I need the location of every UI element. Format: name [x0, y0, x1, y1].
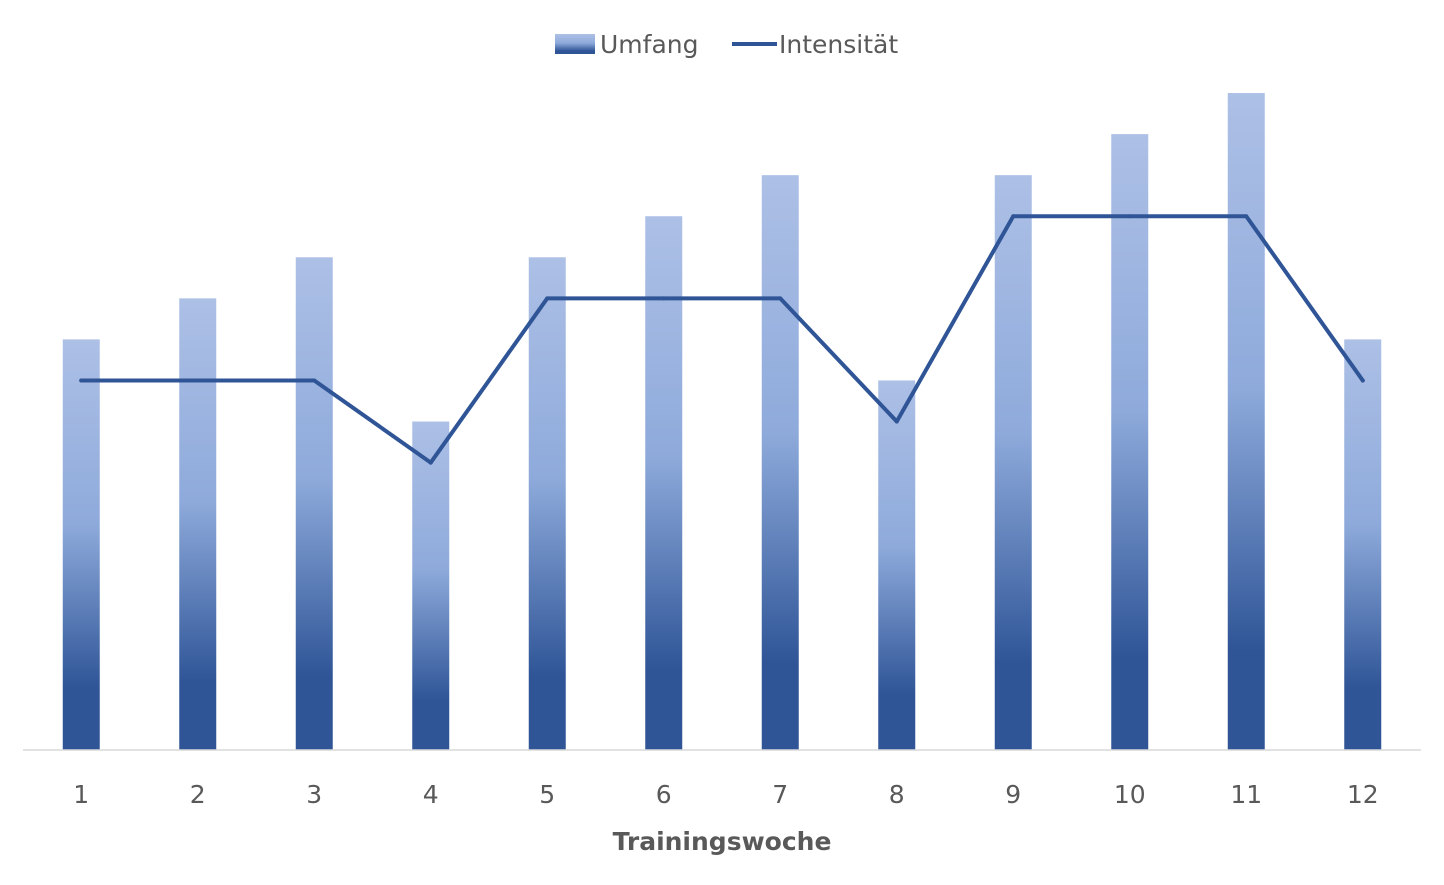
point-intensitaet-week-9 — [1011, 214, 1016, 219]
x-tick-label-8: 8 — [889, 780, 905, 809]
legend: Umfang Intensität — [555, 30, 898, 59]
bar-umfang-week-9 — [994, 175, 1032, 750]
x-tick-label-10: 10 — [1114, 780, 1146, 809]
point-intensitaet-week-4 — [428, 460, 433, 465]
bar-umfang-week-5 — [528, 257, 566, 750]
point-intensitaet-week-7 — [778, 296, 783, 301]
bar-umfang-week-3 — [295, 257, 333, 750]
x-tick-label-9: 9 — [1005, 780, 1021, 809]
x-tick-label-6: 6 — [656, 780, 672, 809]
bar-umfang-week-7 — [761, 175, 799, 750]
x-axis-ticks: 1 2 3 4 5 6 7 8 9 10 11 12 — [73, 780, 1378, 809]
legend-label-bars: Umfang — [600, 30, 699, 59]
point-intensitaet-week-10 — [1127, 214, 1132, 219]
point-intensitaet-week-2 — [195, 378, 200, 383]
bar-umfang-week-8 — [878, 380, 916, 750]
bar-umfang-week-2 — [179, 298, 217, 750]
point-intensitaet-week-11 — [1244, 214, 1249, 219]
point-intensitaet-week-5 — [545, 296, 550, 301]
line-intensitaet — [79, 214, 1365, 465]
point-intensitaet-week-3 — [312, 378, 317, 383]
x-tick-label-4: 4 — [423, 780, 439, 809]
bar-umfang-week-11 — [1227, 93, 1265, 751]
x-axis-title: Trainingswoche — [613, 827, 832, 856]
line-series — [79, 214, 1365, 465]
x-tick-label-3: 3 — [306, 780, 322, 809]
legend-label-line: Intensität — [779, 30, 898, 59]
bar-umfang-week-12 — [1344, 339, 1382, 750]
x-tick-label-1: 1 — [73, 780, 89, 809]
point-intensitaet-week-12 — [1360, 378, 1365, 383]
bar-umfang-week-6 — [645, 216, 683, 751]
bar-umfang-week-1 — [62, 339, 100, 750]
bar-umfang-week-4 — [412, 421, 450, 750]
x-tick-label-5: 5 — [539, 780, 555, 809]
bar-umfang-week-10 — [1111, 134, 1149, 751]
x-tick-label-12: 12 — [1347, 780, 1379, 809]
x-tick-label-7: 7 — [772, 780, 788, 809]
x-tick-label-2: 2 — [190, 780, 206, 809]
x-tick-label-11: 11 — [1230, 780, 1262, 809]
point-intensitaet-week-1 — [79, 378, 84, 383]
point-intensitaet-week-6 — [661, 296, 666, 301]
bars-series — [62, 93, 1382, 751]
legend-swatch-bars — [555, 34, 595, 54]
point-intensitaet-week-8 — [894, 419, 899, 424]
